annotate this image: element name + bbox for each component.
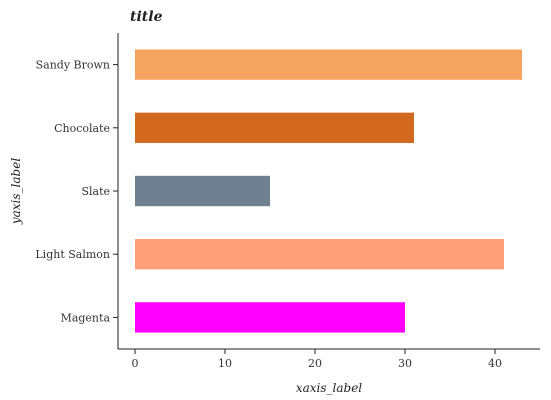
bars-group xyxy=(135,49,522,333)
x-tick-label: 30 xyxy=(398,357,412,370)
x-tick-label: 20 xyxy=(308,357,322,370)
bar-slate xyxy=(135,175,270,207)
y-tick-label: Chocolate xyxy=(54,122,110,135)
x-tick-label: 10 xyxy=(218,357,232,370)
x-axis-label: xaxis_label xyxy=(296,381,362,395)
y-tick-label: Magenta xyxy=(61,311,111,324)
y-axis-ticks: Magenta Light Salmon Slate Chocolate Sandy B… xyxy=(35,59,118,324)
bar-light-salmon xyxy=(135,239,504,270)
bar-magenta xyxy=(135,302,405,333)
y-tick-label: Sandy Brown xyxy=(36,59,110,72)
x-tick-label: 0 xyxy=(132,357,139,370)
y-axis-label: yaxis_label xyxy=(9,158,23,225)
y-tick-label: Slate xyxy=(81,185,110,198)
bar-chocolate xyxy=(135,112,414,143)
y-tick-label: Light Salmon xyxy=(35,248,110,261)
x-axis-ticks: 0 10 20 30 40 xyxy=(132,349,502,370)
chart-title: title xyxy=(130,9,163,25)
x-tick-label: 40 xyxy=(488,357,502,370)
bar-sandy-brown xyxy=(135,49,522,80)
